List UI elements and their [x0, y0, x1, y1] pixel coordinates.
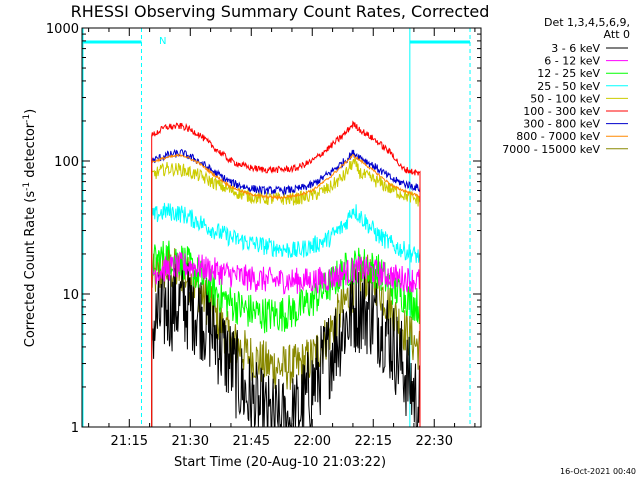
legend-label: 100 - 300 keV — [523, 105, 600, 118]
y-axis-label-exp2: -1 — [22, 114, 32, 123]
legend-detectors: Det 1,3,4,5,6,9, — [544, 16, 630, 29]
legend-attenuator: Att 0 — [604, 28, 630, 41]
series-layer — [151, 120, 421, 428]
y-axis-label-part2: detector — [23, 122, 38, 182]
series-line-3 — [151, 202, 421, 427]
x-tick-label: 22:15 — [355, 434, 392, 449]
series-line-5 — [151, 120, 421, 427]
timestamp: 16-Oct-2021 00:40 — [560, 467, 636, 476]
night-label: N — [159, 36, 166, 47]
x-tick-label: 21:30 — [172, 434, 209, 449]
x-tick-label: 21:15 — [111, 434, 148, 449]
series-line-2 — [151, 240, 421, 427]
x-axis-label: Start Time (20-Aug-10 21:03:22) — [174, 455, 386, 470]
legend-label: 25 - 50 keV — [537, 80, 600, 93]
series-line-7 — [151, 153, 421, 427]
legend-label: 800 - 7000 keV — [516, 130, 600, 143]
x-tick-label: 22:30 — [416, 434, 453, 449]
plot-frame — [81, 27, 482, 428]
x-axis: 21:15 21:30 21:45 22:00 22:15 22:30 — [88, 28, 476, 449]
legend-label: 12 - 25 keV — [537, 67, 600, 80]
chart-title: RHESSI Observing Summary Count Rates, Co… — [71, 2, 490, 21]
series-line-1 — [151, 251, 421, 427]
y-axis-label: Corrected Count Rate (s-1 detector-1) — [22, 109, 38, 347]
y-axis-label-part3: ) — [23, 109, 38, 114]
y-tick-label: 1000 — [46, 22, 79, 37]
x-tick-label: 21:45 — [233, 434, 270, 449]
legend-label: 7000 - 15000 keV — [502, 143, 600, 156]
y-axis-label-part1: Corrected Count Rate (s — [23, 191, 38, 348]
y-axis-label-exp1: -1 — [22, 182, 32, 191]
x-tick-label: 22:00 — [294, 434, 331, 449]
legend-label: 300 - 800 keV — [523, 118, 600, 131]
legend-label: 3 - 6 keV — [551, 42, 600, 55]
series-line-4 — [151, 158, 421, 427]
y-tick-label: 100 — [54, 155, 79, 170]
y-axis: 1 10 100 1000 — [46, 22, 481, 436]
legend-label: 50 - 100 keV — [530, 92, 600, 105]
y-tick-label: 1 — [71, 421, 79, 436]
legend-label: 6 - 12 keV — [544, 55, 600, 68]
y-tick-label: 10 — [62, 288, 79, 303]
